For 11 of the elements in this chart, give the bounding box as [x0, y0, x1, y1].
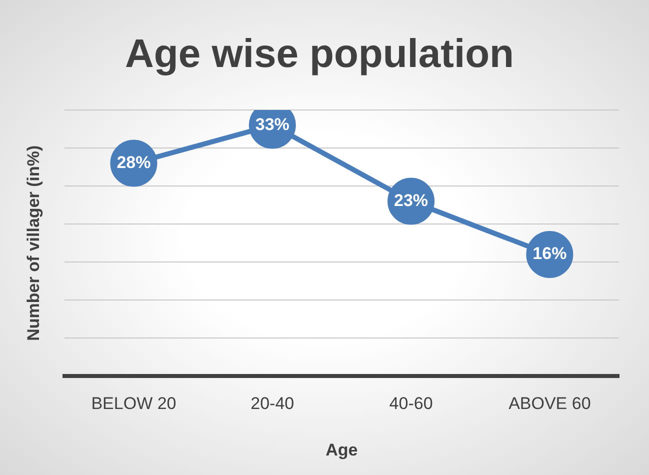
chart-title: Age wise population — [125, 32, 514, 76]
x-tick-label: 40-60 — [389, 394, 433, 414]
data-label: 28% — [116, 152, 151, 172]
data-label: 16% — [532, 244, 567, 264]
data-label: 23% — [394, 190, 428, 210]
x-tick-label: BELOW 20 — [91, 394, 176, 414]
x-tick-label: ABOVE 60 — [508, 394, 591, 414]
x-tick-label: 20-40 — [250, 394, 294, 414]
y-axis-title: Number of villager (in%) — [24, 145, 43, 341]
data-label: 33% — [255, 114, 290, 134]
x-axis-title: Age — [326, 440, 358, 460]
